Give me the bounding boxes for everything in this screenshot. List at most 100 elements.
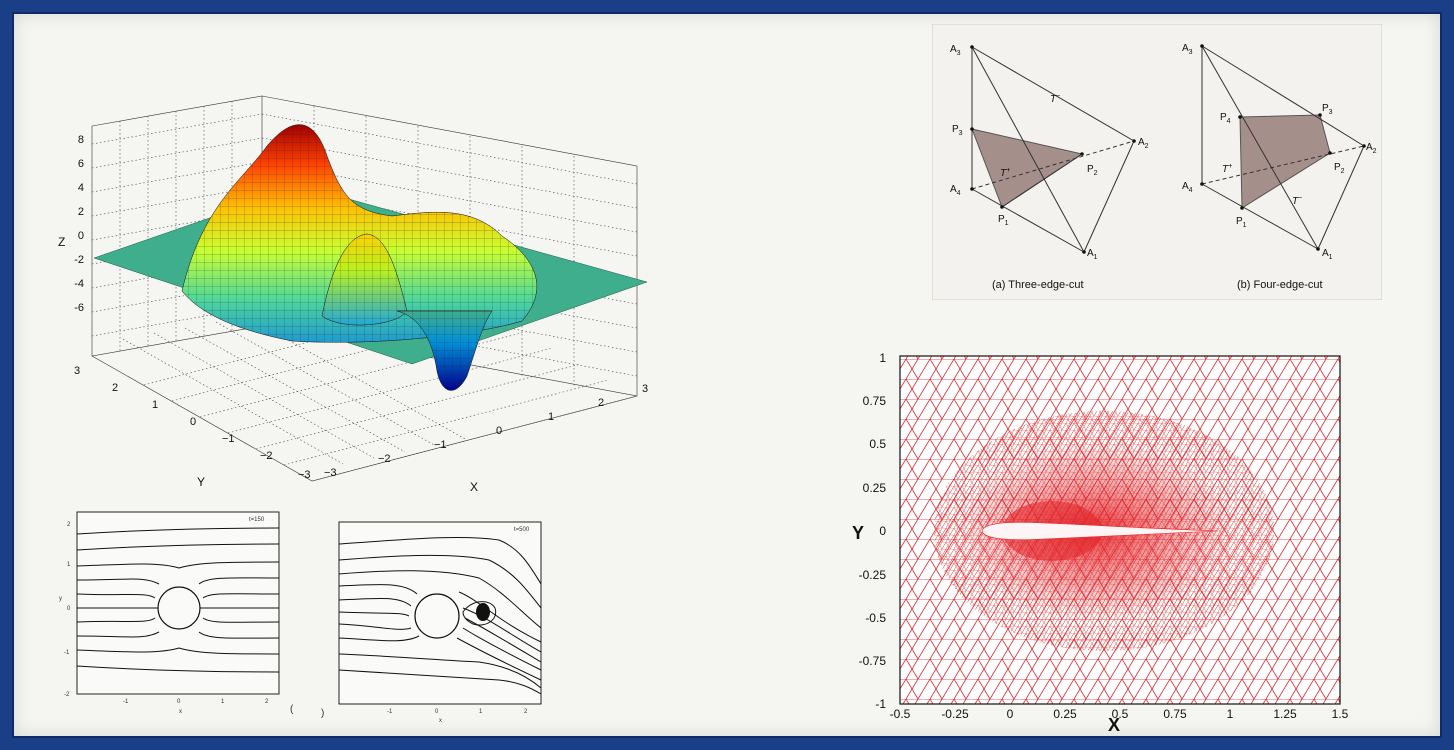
x-tick-label: −1	[434, 439, 447, 451]
x-axis-label: X	[1108, 715, 1120, 731]
x-tick-label: 1	[1227, 707, 1234, 721]
y-tick-label: 0.75	[863, 394, 887, 408]
x-axis-label: x	[179, 709, 182, 715]
x-axis-label: x	[439, 718, 442, 724]
tick-label: -1	[64, 650, 70, 656]
mesh-y-axis: 1 0.75 0.5 0.25 0 -0.25 -0.5 -0.75 -1	[859, 351, 887, 711]
z-tick-label: -6	[74, 302, 84, 314]
streamline-figure: t=150 2 1 0 -1 -2 -1 0 1 2 x y (	[59, 511, 542, 724]
surface-plot: 8 6 4 2 0 -2 -4 -6 Z 3 2 1 0 −1 −2 −3 Y	[58, 95, 648, 494]
y-tick-label: -0.75	[859, 654, 887, 668]
x-tick-label: 2	[598, 397, 604, 409]
point-label: P3	[952, 124, 963, 137]
point-label: P2	[1334, 162, 1345, 175]
y-tick-label: 0	[879, 524, 886, 538]
region-label: T+	[1000, 167, 1010, 179]
vertex-dots	[970, 44, 1366, 254]
x-tick-label: -0.25	[941, 707, 969, 721]
x-tick-label: 0	[496, 425, 502, 437]
z-axis-label: Z	[58, 235, 65, 249]
y-tick-label: 0.5	[869, 437, 886, 451]
point-label: P1	[998, 214, 1009, 227]
vertex-label: A3	[950, 44, 961, 57]
y-axis-label: Y	[197, 475, 205, 489]
vertex-label: A3	[1182, 43, 1193, 56]
vertex-label: A4	[950, 184, 961, 197]
y-tick-label: 0.25	[863, 481, 887, 495]
vertex-label: A1	[1087, 248, 1098, 261]
y-axis: 3 2 1 0 −1 −2 −3	[74, 365, 311, 481]
z-tick-label: 2	[78, 206, 84, 218]
region-label: T−	[1292, 195, 1302, 207]
z-tick-label: 0	[78, 230, 84, 242]
x-tick-label: 3	[642, 383, 648, 395]
y-tick-label: −3	[298, 469, 311, 481]
tick-label: 1	[221, 699, 225, 705]
streamline-plot-left: t=150 2 1 0 -1 -2 -1 0 1 2 x y	[59, 511, 280, 715]
y-tick-label: −1	[222, 433, 235, 445]
streamline-plot-right: t=500 -1 0 1 2 x	[338, 521, 542, 724]
tick-label: 1	[479, 709, 483, 715]
x-tick-label: −2	[378, 453, 391, 465]
caption-b: (b) Four-edge-cut	[1237, 279, 1323, 291]
tick-label: 0	[67, 606, 71, 612]
x-tick-label: 0.25	[1053, 707, 1077, 721]
y-tick-label: -1	[875, 697, 886, 711]
y-tick-label: 0	[190, 416, 196, 428]
x-tick-label: −3	[324, 467, 337, 479]
tick-label: 1	[67, 562, 71, 568]
surface-mesh	[181, 124, 538, 391]
x-tick-label: 1.5	[1332, 707, 1349, 721]
z-axis: 8 6 4 2 0 -2 -4 -6	[74, 134, 84, 314]
x-axis: −3 −2 −1 0 1 2 3	[324, 383, 648, 479]
mesh-x-axis: -0.5 -0.25 0 0.25 0.5 0.75 1 1.25 1.5	[890, 707, 1349, 721]
tick-label: -2	[64, 692, 70, 698]
z-tick-label: 4	[78, 182, 84, 194]
y-axis-label: y	[59, 596, 62, 602]
tick-label: 2	[524, 709, 528, 715]
paren-open: (	[290, 704, 294, 715]
y-tick-label: −2	[260, 450, 273, 462]
vertex-label: A4	[1182, 181, 1193, 194]
paren-close: )	[321, 708, 324, 719]
x-tick-label: 1	[548, 411, 554, 423]
point-label: P4	[1220, 112, 1231, 125]
point-label: P2	[1087, 164, 1098, 177]
mesh-area	[900, 356, 1340, 704]
region-label: T−	[1050, 93, 1060, 105]
tick-label: 0	[435, 709, 439, 715]
z-tick-label: -2	[74, 254, 84, 266]
x-tick-label: -0.5	[890, 707, 911, 721]
x-tick-label: 1.25	[1273, 707, 1297, 721]
time-label: t=150	[249, 517, 265, 523]
y-tick-label: 3	[74, 365, 80, 377]
x-tick-label: 0.5	[1112, 707, 1129, 721]
poster-panel: 8 6 4 2 0 -2 -4 -6 Z 3 2 1 0 −1 −2 −3 Y	[12, 12, 1442, 738]
tick-label: 2	[67, 522, 71, 528]
x-tick-label: 0	[1007, 707, 1014, 721]
vertex-label: A2	[1138, 137, 1149, 150]
tetra-a-labels: A3 A2 A1 A4 P3 P2 P1 T− T+ (a) Three-edg…	[950, 44, 1149, 291]
tetra-three-edge-cut	[971, 46, 1135, 253]
z-tick-label: -4	[74, 278, 84, 290]
point-label: P3	[1322, 103, 1333, 116]
y-tick-label: -0.25	[859, 568, 887, 582]
tick-label: 2	[265, 699, 269, 705]
y-tick-label: 2	[112, 382, 118, 394]
tick-label: -1	[387, 709, 393, 715]
tick-label: 0	[177, 699, 181, 705]
z-tick-label: 8	[78, 134, 84, 146]
z-tick-label: 6	[78, 158, 84, 170]
tick-label: -1	[123, 699, 129, 705]
x-tick-label: 0.75	[1163, 707, 1187, 721]
mesh-plot: 1 0.75 0.5 0.25 0 -0.25 -0.5 -0.75 -1 Y …	[852, 351, 1349, 731]
x-axis-label: X	[470, 480, 478, 494]
y-axis-label: Y	[852, 523, 864, 543]
y-tick-label: 1	[152, 399, 158, 411]
y-tick-label: -0.5	[865, 611, 886, 625]
region-label: T+	[1222, 163, 1232, 175]
airfoil	[981, 521, 1219, 541]
vertex-label: A2	[1366, 142, 1377, 155]
tetra-four-edge-cut	[1201, 45, 1365, 250]
